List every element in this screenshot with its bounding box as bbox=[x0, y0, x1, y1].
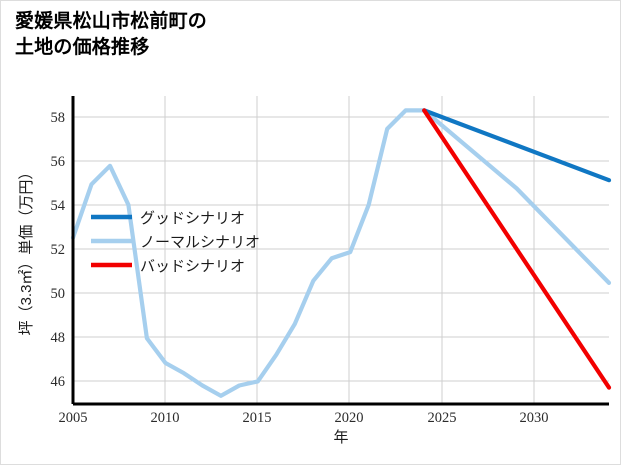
legend-label-bad: バッドシナリオ bbox=[140, 259, 245, 275]
page-title: 愛媛県松山市松前町の 土地の価格推移 bbox=[15, 11, 208, 58]
y-tick-label: 46 bbox=[51, 374, 66, 390]
x-tick-label: 2025 bbox=[428, 410, 457, 426]
y-tick-label: 56 bbox=[51, 154, 66, 170]
series-normal-scenario bbox=[70, 108, 612, 398]
x-tick-label: 2030 bbox=[520, 410, 549, 426]
x-tick-label: 2010 bbox=[151, 410, 180, 426]
y-tick-label: 52 bbox=[51, 242, 66, 258]
y-axis-tick-labels: 58 56 54 52 50 48 46 bbox=[51, 110, 66, 390]
y-tick-label: 48 bbox=[51, 330, 66, 346]
legend-label-good: グッドシナリオ bbox=[140, 210, 245, 227]
y-tick-label: 54 bbox=[51, 198, 66, 214]
x-axis-title: 年 bbox=[333, 429, 348, 446]
y-tick-label: 58 bbox=[51, 110, 66, 126]
horizontal-gridlines bbox=[73, 116, 609, 382]
series-good-scenario bbox=[422, 108, 612, 183]
series-bad-scenario bbox=[422, 108, 612, 390]
chart-legend: グッドシナリオ ノーマルシナリオ バッドシナリオ bbox=[91, 210, 260, 275]
y-tick-label: 50 bbox=[51, 286, 66, 302]
x-axis-tick-labels: 2005 2010 2015 2020 2025 2030 bbox=[59, 410, 549, 426]
legend-label-normal: ノーマルシナリオ bbox=[140, 235, 260, 251]
x-tick-label: 2005 bbox=[59, 410, 88, 426]
axis-spines bbox=[71, 96, 609, 406]
x-tick-label: 2015 bbox=[243, 410, 272, 426]
x-tick-label: 2020 bbox=[335, 410, 364, 426]
y-axis-title: 坪（3.3㎡）単価（万円） bbox=[18, 165, 35, 336]
